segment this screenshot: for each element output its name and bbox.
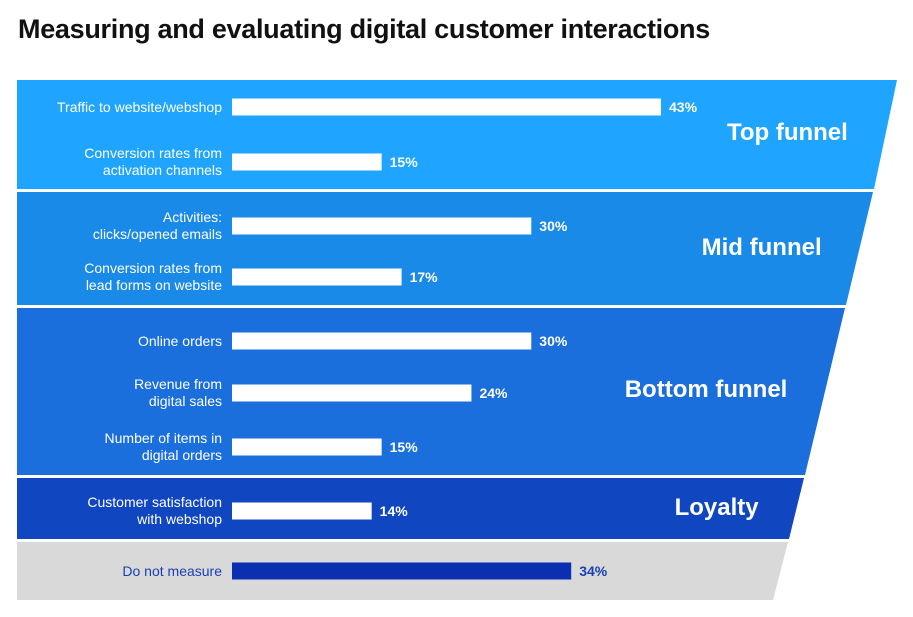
data-label: 43% <box>669 98 698 115</box>
category-label: Traffic to website/webshop <box>57 98 222 115</box>
data-label: 17% <box>409 268 438 285</box>
bar <box>232 268 402 286</box>
bar <box>232 384 472 402</box>
data-label: 30% <box>539 332 568 349</box>
stage-label: Mid funnel <box>701 234 822 261</box>
funnel-band-mid-funnel <box>17 192 873 305</box>
data-label: 24% <box>479 384 508 401</box>
data-label: 15% <box>389 153 418 170</box>
stage-label: Top funnel <box>726 119 848 146</box>
chart-title: Measuring and evaluating digital custome… <box>18 14 710 44</box>
data-label: 14% <box>379 502 408 519</box>
data-label: 30% <box>539 217 568 234</box>
category-label: Conversion rates from lead forms on webs… <box>84 260 222 293</box>
bar <box>232 98 661 116</box>
bar <box>232 332 532 350</box>
category-label: Number of items in digital orders <box>104 430 222 463</box>
bar <box>232 562 572 580</box>
category-label: Online orders <box>137 332 222 349</box>
bar <box>232 438 382 456</box>
category-label: Revenue from digital sales <box>134 376 222 409</box>
stage-label: Bottom funnel <box>624 376 788 403</box>
data-label: 34% <box>579 562 608 579</box>
bar <box>232 502 372 520</box>
category-label: Do not measure <box>122 562 222 579</box>
stage-label: Loyalty <box>674 494 759 521</box>
category-label: Activities: clicks/opened emails <box>92 209 222 242</box>
bar <box>232 217 532 235</box>
bar <box>232 153 382 171</box>
category-label: Conversion rates from activation channel… <box>84 145 222 178</box>
data-label: 15% <box>389 438 418 455</box>
funnel-band-loyalty <box>17 478 804 539</box>
category-label: Customer satisfaction with webshop <box>87 494 222 527</box>
